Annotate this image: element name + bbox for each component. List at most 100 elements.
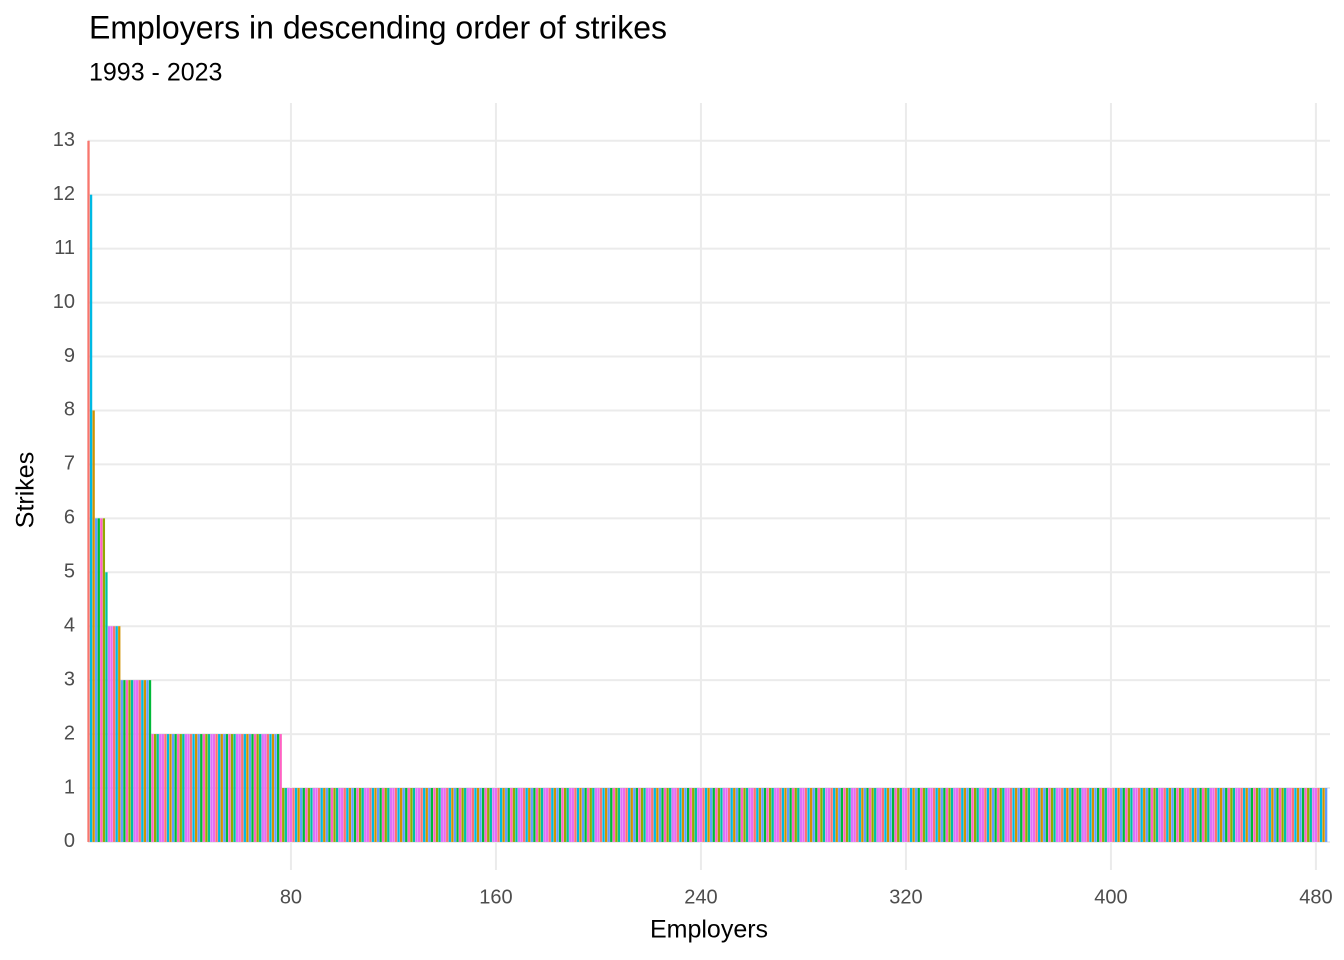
bar xyxy=(141,680,144,842)
bar xyxy=(1053,788,1056,842)
bar xyxy=(366,788,369,842)
bar xyxy=(1099,788,1102,842)
bar xyxy=(971,788,974,842)
bar xyxy=(553,788,557,842)
bar xyxy=(779,788,782,842)
bar xyxy=(904,788,908,842)
bar xyxy=(556,788,559,842)
bar xyxy=(1020,788,1023,842)
bar xyxy=(1178,788,1182,842)
bar xyxy=(633,788,636,842)
bar xyxy=(361,788,364,842)
bar xyxy=(733,788,736,842)
bar xyxy=(1209,788,1213,842)
bar xyxy=(748,788,751,842)
bar xyxy=(1068,788,1072,842)
bar xyxy=(458,788,462,842)
bar xyxy=(986,788,990,842)
bar xyxy=(287,788,290,842)
bar xyxy=(868,788,872,842)
bar xyxy=(433,788,436,842)
bar xyxy=(179,734,182,842)
bar xyxy=(1102,788,1105,842)
bar xyxy=(1281,788,1284,842)
bar xyxy=(1132,788,1136,842)
bar xyxy=(210,734,213,842)
bar xyxy=(312,788,316,842)
bar xyxy=(102,518,106,842)
bar xyxy=(794,788,797,842)
bar xyxy=(835,788,838,842)
bar xyxy=(1150,788,1154,842)
bar xyxy=(610,788,613,842)
bar xyxy=(512,788,516,842)
bar xyxy=(792,788,795,842)
bar xyxy=(809,788,813,842)
bar xyxy=(174,734,177,842)
bar xyxy=(802,788,805,842)
bar xyxy=(940,788,943,842)
bar xyxy=(1155,788,1159,842)
bar xyxy=(976,788,979,842)
bar xyxy=(1107,788,1110,842)
bar xyxy=(615,788,618,842)
bar xyxy=(192,734,195,842)
bar xyxy=(159,734,162,842)
bar xyxy=(330,788,334,842)
bar xyxy=(1071,788,1074,842)
bar xyxy=(966,788,969,842)
bar xyxy=(469,788,472,842)
y-tick-label: 13 xyxy=(53,129,75,151)
bar xyxy=(343,788,346,842)
x-tick-label: 400 xyxy=(1094,886,1127,908)
bar xyxy=(702,788,705,842)
bar xyxy=(1122,788,1125,842)
bar xyxy=(915,788,918,842)
bar xyxy=(402,788,405,842)
bar xyxy=(635,788,639,842)
bar xyxy=(710,788,713,842)
bar xyxy=(305,788,308,842)
bar xyxy=(243,734,246,842)
bar xyxy=(663,788,667,842)
bar xyxy=(302,788,305,842)
y-axis-label: Strikes xyxy=(12,452,40,528)
y-tick-label: 3 xyxy=(64,668,75,690)
bar xyxy=(1114,788,1118,842)
bar xyxy=(1125,788,1128,842)
bar xyxy=(861,788,864,842)
bar xyxy=(325,788,328,842)
bar xyxy=(1204,788,1207,842)
bar xyxy=(143,680,147,842)
bar xyxy=(799,788,803,842)
bar xyxy=(722,788,726,842)
bar xyxy=(620,788,623,842)
bar xyxy=(704,788,708,842)
bar xyxy=(89,194,93,842)
bar xyxy=(1153,788,1156,842)
bar xyxy=(1248,788,1251,842)
bar xyxy=(246,734,249,842)
bar xyxy=(927,788,931,842)
bar xyxy=(938,788,941,842)
bar xyxy=(522,788,526,842)
bar xyxy=(822,788,826,842)
bar xyxy=(207,734,211,842)
bar xyxy=(558,788,562,842)
bar xyxy=(253,734,257,842)
bar xyxy=(282,788,285,842)
bar xyxy=(120,680,123,842)
bar xyxy=(850,788,854,842)
bar xyxy=(1043,788,1046,842)
bar xyxy=(1163,788,1166,842)
bar xyxy=(658,788,662,842)
bar xyxy=(251,734,254,842)
bar xyxy=(1073,788,1077,842)
bar xyxy=(235,734,239,842)
bar xyxy=(679,788,682,842)
bar xyxy=(981,788,984,842)
bar xyxy=(1030,788,1033,842)
bar xyxy=(533,788,536,842)
bar xyxy=(720,788,723,842)
bar xyxy=(264,734,267,842)
